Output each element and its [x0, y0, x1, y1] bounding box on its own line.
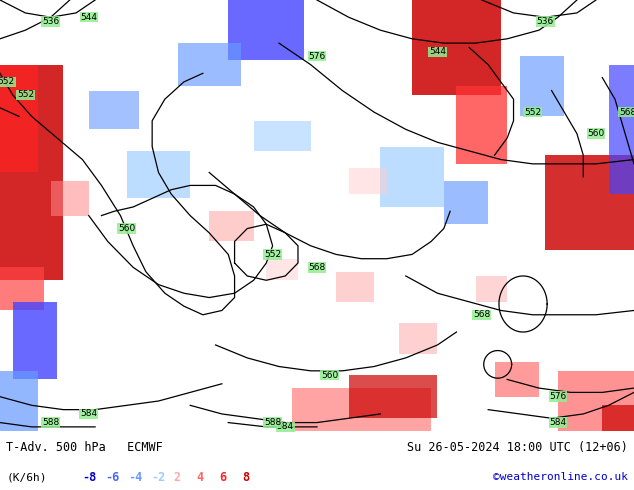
Text: 4: 4	[197, 470, 204, 484]
Text: 8: 8	[242, 470, 249, 484]
Text: T-Adv. 500 hPa   ECMWF: T-Adv. 500 hPa ECMWF	[6, 441, 163, 454]
Text: 560: 560	[118, 224, 136, 233]
Bar	[349, 375, 437, 418]
Bar	[0, 65, 63, 280]
Bar	[13, 302, 57, 379]
Bar	[209, 211, 254, 242]
Text: 552: 552	[0, 77, 15, 86]
Text: 568: 568	[473, 310, 491, 319]
Text: -2: -2	[151, 470, 165, 484]
Bar	[349, 168, 387, 194]
Bar	[0, 65, 38, 172]
Text: 584: 584	[80, 410, 98, 418]
Bar	[444, 181, 488, 224]
Text: 568: 568	[619, 108, 634, 117]
Bar	[520, 56, 564, 117]
Text: 536: 536	[42, 17, 60, 26]
Text: 588: 588	[42, 418, 60, 427]
Bar	[0, 268, 44, 311]
Bar	[266, 259, 298, 280]
Text: 552: 552	[16, 90, 34, 99]
Text: 544: 544	[81, 13, 97, 22]
Bar	[127, 151, 190, 198]
Text: 536: 536	[536, 17, 554, 26]
Bar	[336, 271, 374, 302]
Text: 560: 560	[321, 370, 339, 380]
Text: 2: 2	[174, 470, 181, 484]
Text: 584: 584	[549, 418, 567, 427]
Text: 576: 576	[308, 51, 326, 61]
Text: (K/6h): (K/6h)	[6, 472, 47, 482]
Bar	[399, 323, 437, 354]
Bar	[602, 405, 634, 431]
Bar	[380, 147, 444, 207]
Text: 576: 576	[549, 392, 567, 401]
Text: 544: 544	[429, 47, 446, 56]
Text: -6: -6	[105, 470, 119, 484]
Bar	[609, 65, 634, 194]
Text: 584: 584	[276, 422, 294, 431]
Text: 560: 560	[587, 129, 605, 138]
Bar	[412, 0, 501, 95]
Bar	[558, 371, 634, 431]
Bar	[228, 0, 304, 60]
Bar	[495, 362, 539, 397]
Text: 588: 588	[264, 418, 281, 427]
Text: 568: 568	[308, 263, 326, 272]
Text: 552: 552	[264, 250, 281, 259]
Text: 552: 552	[524, 108, 541, 117]
Bar	[254, 121, 311, 151]
Text: 6: 6	[219, 470, 226, 484]
Text: -8: -8	[82, 470, 96, 484]
Bar	[178, 43, 241, 86]
Text: ©weatheronline.co.uk: ©weatheronline.co.uk	[493, 472, 628, 482]
Text: -4: -4	[128, 470, 142, 484]
Bar	[51, 181, 89, 216]
Bar	[0, 371, 38, 431]
Bar	[545, 155, 634, 250]
Text: Su 26-05-2024 18:00 UTC (12+06): Su 26-05-2024 18:00 UTC (12+06)	[407, 441, 628, 454]
Bar	[476, 276, 507, 302]
Bar	[89, 91, 139, 129]
Bar	[292, 388, 431, 431]
Bar	[456, 86, 507, 164]
